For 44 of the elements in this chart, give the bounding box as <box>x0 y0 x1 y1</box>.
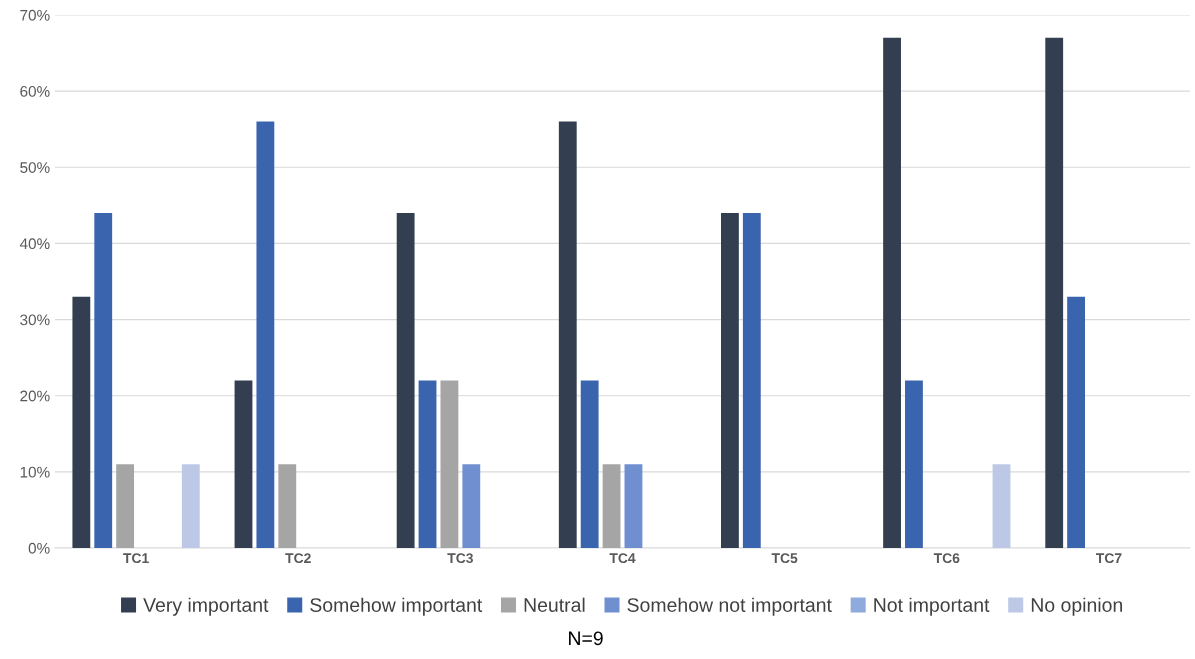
legend-label: Somehow not important <box>627 597 832 616</box>
legend-label: Very important <box>143 597 269 616</box>
legend-label: Somehow important <box>310 597 483 616</box>
bar <box>558 121 577 548</box>
bar <box>1067 296 1086 548</box>
x-tick-label: TC7 <box>1095 553 1122 564</box>
legend-label: Not important <box>874 597 990 616</box>
bar <box>462 464 481 548</box>
y-tick-label: 40% <box>19 238 50 250</box>
x-tick-label: TC2 <box>285 553 311 564</box>
y-tick-label: 10% <box>20 466 50 478</box>
bar <box>905 380 923 548</box>
x-tick-label: TC3 <box>447 553 473 564</box>
bar <box>418 380 437 548</box>
bar <box>992 464 1011 548</box>
bar <box>721 212 739 548</box>
y-tick-label: 20% <box>20 390 50 402</box>
y-tick-label: 30% <box>20 314 50 326</box>
x-tick-label: TC5 <box>771 553 798 564</box>
text: N=9 <box>569 631 603 646</box>
bar <box>72 296 91 548</box>
bar <box>94 212 113 548</box>
bar <box>396 212 415 548</box>
bar <box>116 464 135 548</box>
bar <box>742 212 761 548</box>
legend-label: No opinion <box>1031 597 1122 616</box>
y-tick-label: 0% <box>28 542 50 554</box>
bar <box>1045 37 1064 548</box>
bar <box>602 464 621 548</box>
bar <box>883 37 901 548</box>
bar <box>256 121 275 548</box>
bar <box>278 464 297 548</box>
bar <box>234 380 253 548</box>
y-tick-label: 50% <box>20 162 50 173</box>
bar <box>440 380 459 548</box>
bar <box>624 464 643 548</box>
bar <box>181 464 200 548</box>
y-tick-label: 60% <box>20 86 50 97</box>
y-tick-label: 70% <box>20 9 50 21</box>
x-tick-label: TC6 <box>933 553 960 564</box>
bar <box>580 380 599 548</box>
legend-label: Neutral <box>524 597 585 612</box>
x-tick-label: TC1 <box>123 553 149 564</box>
x-tick-label: TC4 <box>609 553 636 564</box>
